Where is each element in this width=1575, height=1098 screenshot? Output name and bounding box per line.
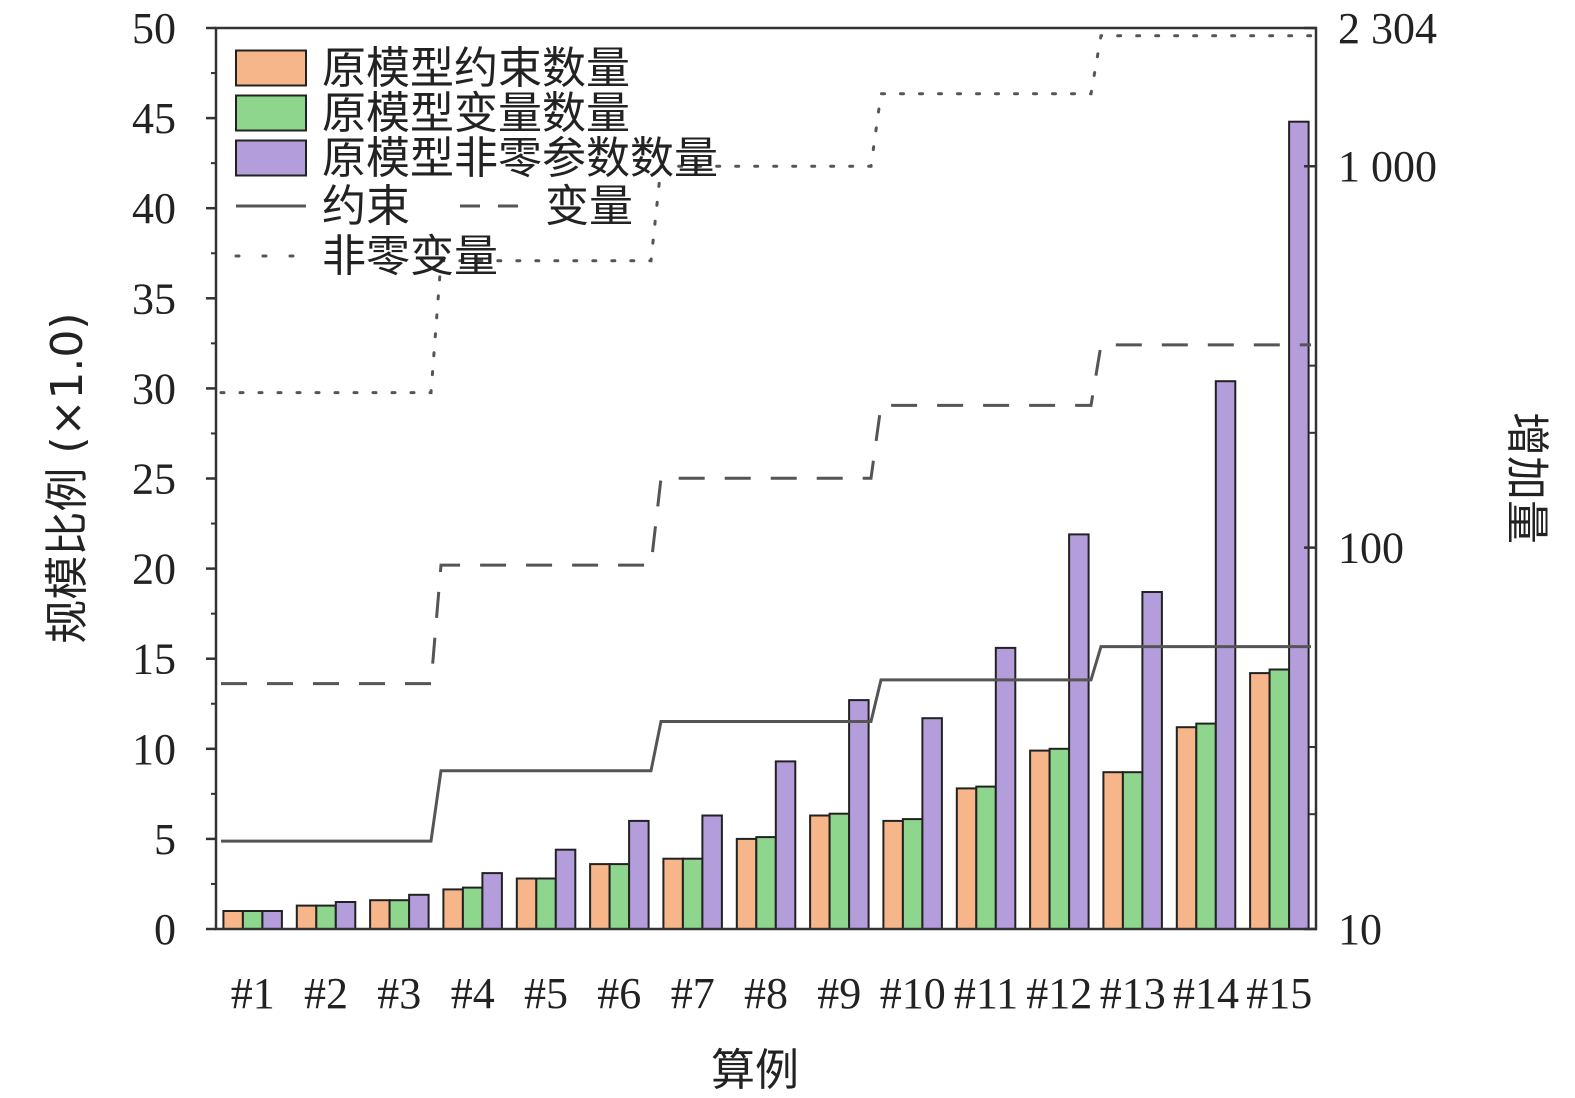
x-tick-label-1: #1 [231, 969, 275, 1018]
x-axis-title: 算例 [711, 1045, 799, 1096]
bar-s1-10 [882, 819, 904, 931]
bar-s2-15 [1268, 668, 1291, 930]
bar-s1-11 [955, 787, 978, 931]
x-tick-label-8: #8 [744, 969, 788, 1018]
bar-s1-6 [589, 863, 611, 930]
bar-s2-2 [315, 904, 337, 930]
x-tick-label-10: #10 [880, 969, 946, 1018]
y2-tick-label-10: 10 [1338, 905, 1382, 954]
x-tick-label-7: #7 [671, 969, 715, 1018]
bar-s3-1 [261, 910, 283, 930]
x-tick-label-5: #5 [524, 969, 568, 1018]
legend-swatch-1 [235, 49, 307, 87]
bar-s2-1 [241, 910, 264, 930]
x-tick-label-2: #2 [304, 969, 348, 1018]
bar-s1-5 [515, 877, 538, 930]
x-tick-label-3: #3 [377, 969, 421, 1018]
x-tick-label-15: #15 [1246, 969, 1312, 1018]
bar-s2-10 [901, 818, 924, 930]
bar-s1-13 [1102, 771, 1124, 931]
bar-s3-2 [334, 901, 357, 930]
bar-s1-3 [369, 899, 391, 931]
bar-s3-11 [994, 646, 1017, 931]
y-tick-label-15: 15 [132, 635, 176, 684]
legend-swatch-3 [235, 139, 307, 177]
y2-tick-label-100: 100 [1338, 524, 1404, 573]
x-tick-label-9: #9 [817, 969, 861, 1018]
y-tick-label-25: 25 [132, 455, 176, 504]
x-tick-label-13: #13 [1100, 969, 1166, 1018]
legend-label-1: 原模型约束数量 [322, 43, 630, 94]
bar-s1-12 [1029, 749, 1051, 930]
y-tick-label-45: 45 [132, 94, 176, 143]
x-tick-label-12: #12 [1026, 969, 1092, 1018]
y-axis-title: 规模比例 (×1.0) [42, 312, 93, 643]
bar-s2-13 [1121, 771, 1144, 931]
y2-axis-title: 增加量 [1501, 412, 1552, 544]
x-tick-label-14: #14 [1173, 969, 1239, 1018]
y-tick-label-0: 0 [154, 905, 176, 954]
bar-s3-12 [1068, 533, 1090, 931]
y2-tick-label-1000: 1 000 [1338, 142, 1437, 191]
bar-s3-15 [1288, 120, 1310, 930]
axes: 0 5 10 15 20 25 30 35 40 45 50 10 100 1 000 2 304 #1 #2 #… [132, 4, 1437, 1018]
x-tick-label-6: #6 [597, 969, 641, 1018]
y-tick-label-10: 10 [132, 725, 176, 774]
bar-s2-12 [1048, 747, 1071, 930]
bar-s2-9 [828, 812, 851, 931]
bar-s3-7 [701, 814, 723, 930]
y-tick-label-20: 20 [132, 545, 176, 594]
y-tick-label-50: 50 [132, 4, 176, 53]
bar-s1-7 [662, 857, 684, 931]
legend-label-line-1: 约束 [322, 181, 410, 232]
bar-s3-9 [848, 699, 870, 930]
legend-label-line-2: 变量 [545, 181, 633, 232]
bar-s1-9 [809, 814, 831, 930]
bar-s2-4 [461, 886, 484, 930]
bar-s2-7 [681, 857, 704, 931]
y-tick-label-30: 30 [132, 364, 176, 413]
bar-s2-3 [388, 899, 411, 931]
plot-area [219, 34, 1313, 931]
bar-s1-2 [295, 904, 318, 930]
bar-s3-10 [921, 717, 943, 931]
bar-s3-13 [1141, 591, 1163, 930]
x-tick-label-11: #11 [954, 969, 1018, 1018]
y-tick-label-5: 5 [154, 815, 176, 864]
legend-swatch-2 [235, 94, 307, 132]
bar-s1-14 [1175, 726, 1198, 931]
bar-s3-14 [1214, 380, 1237, 930]
bar-s2-11 [975, 785, 997, 930]
bar-s1-1 [222, 910, 244, 930]
line-series-1 [221, 645, 1311, 843]
bar-s3-4 [481, 872, 503, 930]
legend-label-2: 原模型变量数量 [322, 88, 630, 139]
legend-label-line-3: 非零变量 [322, 231, 498, 282]
y-tick-label-35: 35 [132, 274, 176, 323]
y-tick-label-40: 40 [132, 184, 176, 233]
bar-s2-5 [535, 877, 557, 930]
bar-s2-14 [1195, 722, 1217, 930]
bar-s1-8 [735, 837, 758, 931]
legend-label-3: 原模型非零参数数量 [322, 133, 718, 184]
bar-s1-4 [442, 888, 464, 931]
bar-s3-8 [774, 760, 797, 931]
bar-s3-3 [408, 893, 430, 930]
bar-s1-15 [1249, 672, 1271, 930]
y2-tick-label-2304: 2 304 [1338, 4, 1437, 53]
bar-s2-6 [608, 863, 631, 930]
x-tick-label-4: #4 [451, 969, 495, 1018]
bar-s3-6 [628, 819, 650, 931]
bar-s3-5 [554, 848, 577, 931]
line-series-2 [221, 343, 1311, 686]
bar-s2-8 [755, 836, 777, 930]
